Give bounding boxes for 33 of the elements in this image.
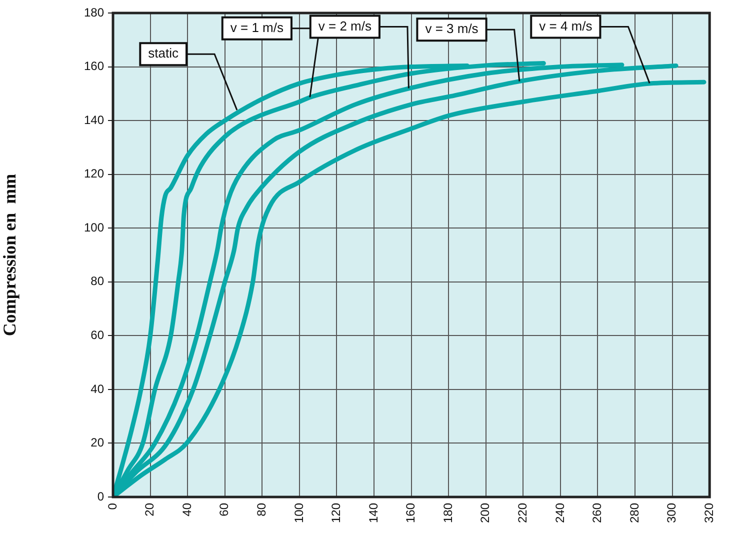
x-tick-label: 20: [142, 502, 157, 516]
x-tick-label: 300: [664, 502, 679, 524]
text: v = 3 m/s: [425, 21, 479, 36]
y-axis-title: Compression en mm: [0, 174, 20, 336]
x-tick-label: 100: [292, 502, 306, 524]
x-tick-label: 160: [404, 502, 418, 524]
y-tick-label: 40: [90, 382, 104, 396]
x-tick-label: 240: [552, 502, 567, 524]
y-tick-label: 140: [84, 112, 104, 127]
text: v = 4 m/s: [539, 18, 593, 34]
y-tick-label: 80: [90, 274, 104, 288]
y-tick-label: 180: [84, 5, 104, 20]
x-tick-label: 120: [329, 502, 344, 524]
y-tick-label: 120: [84, 166, 104, 181]
x-tick-label: 180: [440, 502, 455, 524]
text: v = 2 m/s: [318, 18, 372, 34]
x-tick-label: 80: [254, 502, 268, 516]
text: v = 1 m/s: [230, 20, 284, 35]
x-tick-label: 220: [515, 502, 530, 524]
y-tick-label: 20: [90, 436, 104, 450]
y-tick-label: 60: [90, 328, 104, 342]
x-tick-label: 280: [627, 502, 642, 524]
y-tick-label: 100: [84, 220, 104, 234]
x-tick-label: 40: [180, 502, 194, 516]
x-tick-label: 60: [217, 502, 232, 516]
text: static: [148, 46, 180, 61]
x-tick-label: 260: [590, 502, 604, 524]
x-tick-label: 200: [478, 502, 492, 524]
x-tick-label: 320: [702, 502, 716, 524]
x-tick-label: 0: [105, 502, 120, 510]
y-tick-label: 160: [84, 59, 104, 74]
y-tick-label: 0: [97, 489, 104, 504]
x-tick-label: 140: [366, 502, 380, 524]
